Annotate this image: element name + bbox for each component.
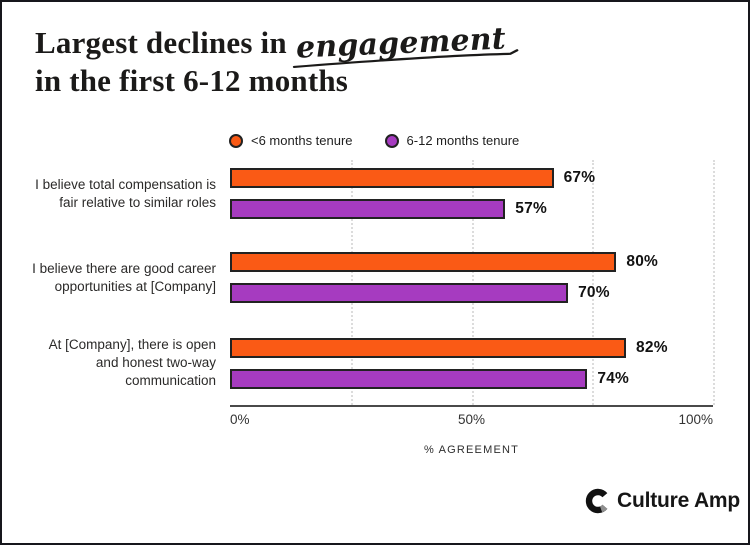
x-axis-line: [230, 405, 713, 407]
legend-item-lt6-months: <6 months tenure: [229, 133, 353, 148]
gridline: [713, 160, 715, 405]
hand-drawn-underline: [292, 49, 519, 69]
x-tick-label: 50%: [457, 412, 486, 427]
legend: <6 months tenure 6-12 months tenure: [229, 133, 519, 148]
bar-row: 70%: [230, 283, 713, 303]
value-label: 70%: [578, 284, 610, 301]
title-prefix: Largest declines in: [35, 25, 287, 60]
value-label: 57%: [515, 200, 547, 217]
bar-pair: 67% 57%: [230, 168, 713, 219]
legend-item-6-12-months: 6-12 months tenure: [384, 133, 520, 148]
legend-label: <6 months tenure: [251, 133, 353, 148]
legend-label: 6-12 months tenure: [406, 133, 520, 148]
bar-row: 80%: [230, 252, 713, 272]
legend-dot-orange-icon: [229, 133, 243, 148]
chart-title: Largest declines in engagement in the fi…: [35, 21, 519, 99]
gridline: [471, 160, 474, 405]
value-label: 82%: [636, 338, 668, 356]
culture-amp-icon: [585, 488, 608, 514]
bar-row: 82%: [230, 337, 713, 358]
bar-chart: I believe total compensation is fair rel…: [27, 168, 713, 390]
bar-6-12-months: [230, 199, 506, 219]
value-label: 80%: [626, 253, 659, 270]
bar-row: 57%: [230, 199, 713, 219]
bar-lt6-months: [230, 252, 617, 272]
title-highlight: engagement: [292, 20, 519, 69]
bar-6-12-months: [230, 368, 588, 389]
bar-group: At [Company], there is open and honest t…: [27, 336, 713, 390]
brand-logo: Culture Amp: [585, 488, 740, 514]
bar-6-12-months: [230, 283, 569, 303]
bar-row: 67%: [230, 168, 713, 188]
x-tick-label: 0%: [230, 412, 250, 427]
brand-wordmark: Culture Amp: [617, 489, 741, 512]
plot-gridlines: [230, 160, 715, 405]
legend-dot-purple-icon: [384, 133, 399, 148]
bar-pair: 80% 70%: [230, 252, 713, 303]
gridline: [350, 160, 353, 405]
value-label: 67%: [563, 169, 596, 186]
bar-pair: 82% 74%: [230, 337, 713, 389]
category-label: At [Company], there is open and honest t…: [48, 337, 216, 388]
title-line2: in the first 6-12 months: [35, 63, 349, 98]
bar-group: I believe total compensation is fair rel…: [27, 168, 713, 219]
category-label: I believe total compensation is fair rel…: [35, 176, 216, 210]
x-axis-ticks: 0% 50% 100%: [230, 412, 713, 428]
bar-lt6-months: [230, 168, 554, 188]
bar-lt6-months: [230, 337, 627, 358]
value-label: 74%: [597, 369, 630, 387]
gridline: [592, 160, 595, 405]
bar-row: 74%: [230, 368, 713, 389]
x-tick-label: 100%: [678, 412, 713, 427]
bar-group: I believe there are good career opportun…: [27, 252, 713, 303]
x-axis-title: % AGREEMENT: [423, 444, 520, 456]
category-label: I believe there are good career opportun…: [32, 260, 216, 294]
